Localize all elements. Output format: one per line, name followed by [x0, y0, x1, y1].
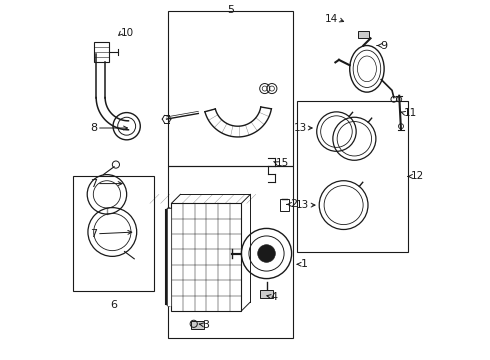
Text: 13: 13 — [294, 123, 307, 133]
Text: 14: 14 — [325, 14, 338, 24]
Bar — [95, 42, 109, 62]
Bar — [168, 12, 294, 166]
Text: 6: 6 — [110, 300, 117, 310]
Text: 9: 9 — [380, 41, 387, 50]
Bar — [358, 31, 369, 39]
Bar — [297, 101, 408, 252]
Text: 12: 12 — [411, 171, 424, 181]
Text: 13: 13 — [296, 200, 310, 210]
Bar — [168, 166, 294, 338]
Bar — [73, 176, 153, 291]
Bar — [191, 321, 204, 329]
Text: 8: 8 — [90, 123, 97, 133]
Text: 7: 7 — [90, 229, 97, 239]
Text: 2: 2 — [290, 199, 297, 210]
Bar — [172, 203, 242, 311]
Text: 11: 11 — [404, 108, 417, 118]
Text: 15: 15 — [276, 158, 290, 168]
Text: 5: 5 — [227, 5, 234, 15]
Circle shape — [258, 245, 275, 262]
Text: 1: 1 — [300, 259, 308, 269]
Bar — [260, 291, 273, 298]
Text: 7: 7 — [90, 179, 97, 189]
Bar — [280, 199, 289, 211]
Text: 4: 4 — [271, 292, 278, 302]
Text: 3: 3 — [202, 320, 209, 329]
Text: 10: 10 — [122, 28, 134, 38]
